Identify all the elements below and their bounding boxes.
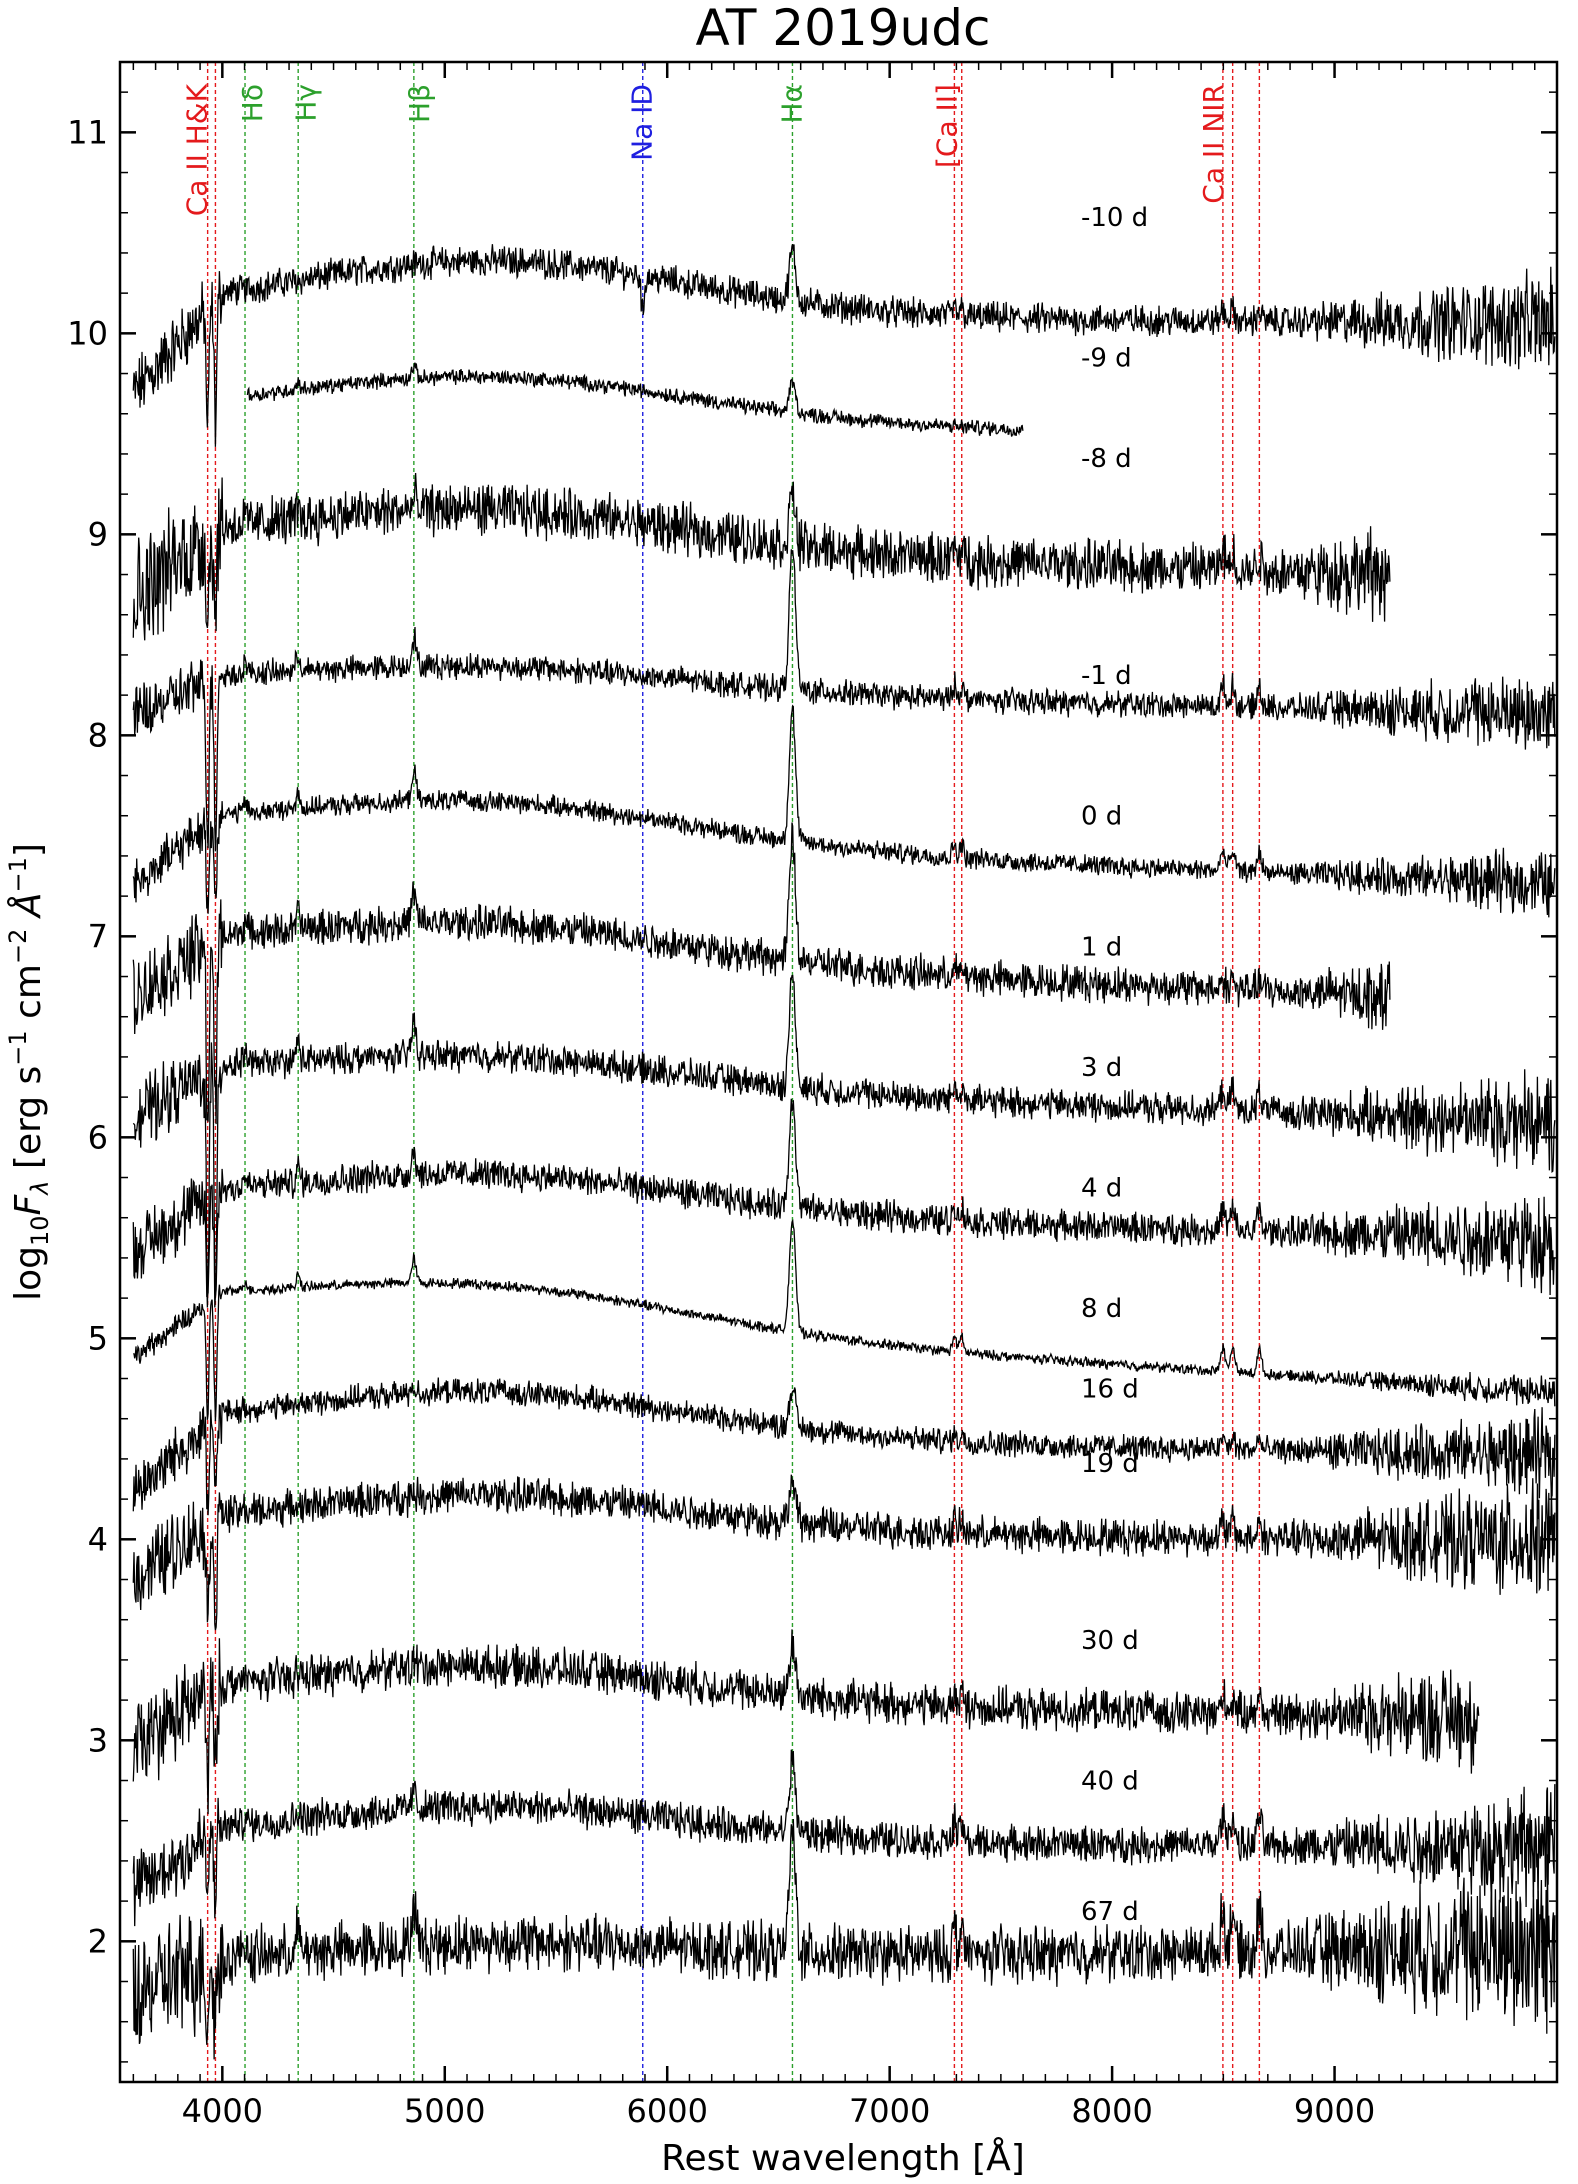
spectra-series (132, 244, 1556, 2060)
x-tick-label: 8000 (1071, 2092, 1152, 2130)
epoch-label: 40 d (1081, 1767, 1139, 1797)
marker-label: Hγ (290, 84, 323, 122)
marker-label: Hβ (403, 84, 436, 123)
spectrum-line (132, 1749, 1556, 1927)
epoch-label: 8 d (1081, 1294, 1122, 1324)
epoch-label: 19 d (1081, 1449, 1139, 1479)
y-label-sub2: λ (26, 1181, 54, 1197)
y-tick-label: 8 (88, 716, 108, 754)
marker-label: Ca II H&K (181, 83, 214, 216)
y-tick-label: 11 (67, 113, 108, 151)
y-tick-label: 6 (88, 1118, 108, 1156)
y-label-units-b: cm (8, 964, 49, 1030)
epoch-label: -1 d (1081, 661, 1132, 691)
axes: 4000 5000 6000 7000 8000 9000 2 3 4 5 6 7 8 9 10 11 (67, 62, 1557, 2130)
y-label-units-c: Å (6, 893, 49, 929)
spectrum-line (132, 1474, 1556, 1631)
y-label-var: F (8, 1193, 49, 1215)
epoch-label: -8 d (1081, 444, 1132, 474)
spectrum-line (132, 1818, 1556, 2060)
y-tick-label: 2 (88, 1922, 108, 1960)
spectrum-line (132, 974, 1556, 1308)
spectrum-line (246, 362, 1024, 437)
x-axis-label: Rest wavelength [Å] (661, 2136, 1025, 2179)
epoch-labels: -10 d -9 d -8 d -1 d 0 d 1 d 3 d 4 d 8 d 16 d 19 d… (1081, 203, 1148, 1927)
x-tick-label: 7000 (849, 2092, 930, 2130)
marker-label: Na ID (626, 84, 659, 161)
epoch-label: 4 d (1081, 1174, 1122, 1204)
y-tick-label: 9 (88, 515, 108, 553)
y-tick-label: 5 (88, 1319, 108, 1357)
y-label-units-a: [erg s (8, 1066, 49, 1181)
y-label-sup3: −1 (4, 857, 32, 892)
y-label-prefix: log (8, 1246, 49, 1301)
spectrum-line (132, 1629, 1480, 1815)
spectrum-line (132, 822, 1391, 1125)
epoch-label: 67 d (1081, 1897, 1139, 1927)
epoch-label: -9 d (1081, 343, 1132, 373)
x-tick-label: 5000 (404, 2092, 485, 2130)
marker-label: Hδ (236, 84, 269, 122)
epoch-label: 0 d (1081, 802, 1122, 832)
x-tick-label: 6000 (626, 2092, 707, 2130)
y-label-units-d: ] (8, 843, 49, 857)
spectrum-line (132, 1098, 1556, 1308)
marker-label: Ca II NIR (1197, 84, 1230, 204)
y-label-sup2: −2 (4, 929, 32, 964)
x-tick-label: 4000 (182, 2092, 263, 2130)
spectrum-line (132, 549, 1556, 852)
plot-frame (118, 60, 1559, 2084)
chart-title: AT 2019udc (696, 0, 991, 57)
y-label-sub1: 10 (26, 1215, 54, 1246)
spectrum-line (132, 472, 1391, 641)
epoch-label: 16 d (1081, 1375, 1139, 1405)
y-axis-label: log10Fλ [erg s−1 cm−2 Å−1] (4, 843, 54, 1301)
y-label-sup1: −1 (4, 1030, 32, 1065)
y-tick-label: 4 (88, 1520, 108, 1558)
x-tick-label: 9000 (1294, 2092, 1375, 2130)
marker-label: [Ca II] (930, 84, 963, 168)
spectrum-line (132, 704, 1556, 918)
epoch-label: 3 d (1081, 1053, 1122, 1083)
epoch-label: 30 d (1081, 1626, 1139, 1656)
y-tick-label: 7 (88, 917, 108, 955)
epoch-label: -10 d (1081, 203, 1148, 233)
spectrum-line (132, 1377, 1556, 1516)
epoch-label: 1 d (1081, 932, 1122, 962)
marker-label: Hα (776, 84, 809, 124)
spectrum-line (132, 244, 1556, 447)
y-tick-label: 10 (67, 314, 108, 352)
spectrum-line (133, 1218, 1556, 1422)
y-tick-label: 3 (88, 1721, 108, 1759)
